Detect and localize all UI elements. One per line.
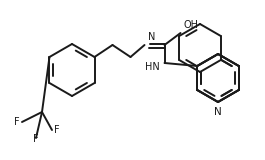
Polygon shape [179,24,221,72]
Text: N: N [148,32,155,42]
Text: F: F [54,125,60,135]
Text: HN: HN [145,62,160,72]
Text: F: F [33,134,39,144]
Text: F: F [14,117,20,127]
Polygon shape [197,54,239,102]
Text: N: N [214,107,222,117]
Text: OH: OH [184,20,198,30]
